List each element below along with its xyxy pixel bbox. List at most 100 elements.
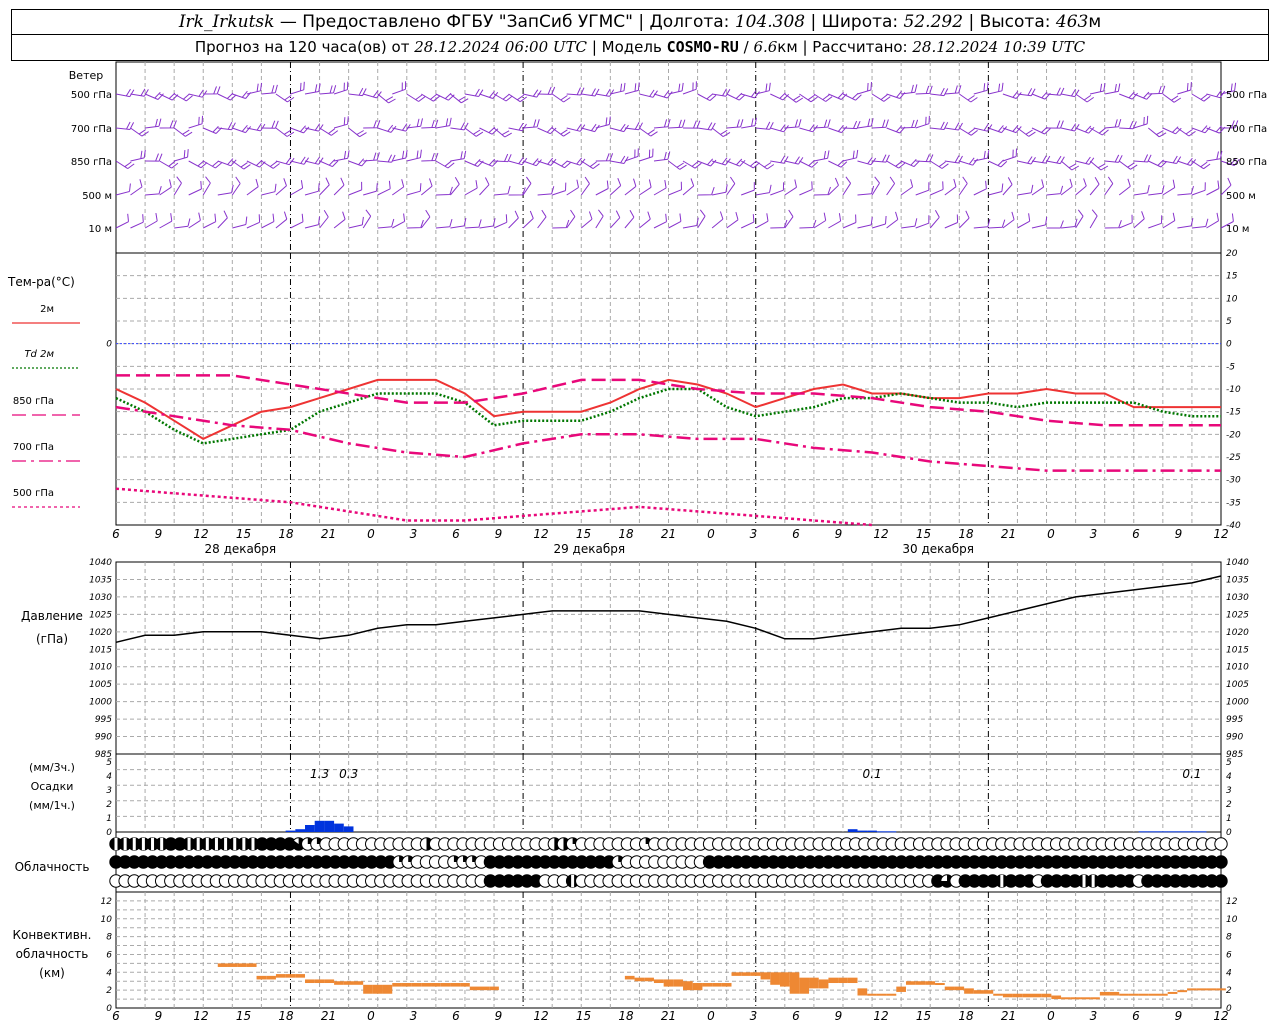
wind-barb	[1118, 160, 1138, 170]
convective-bar	[431, 983, 441, 987]
wind-barb	[551, 127, 571, 137]
wind-barb	[290, 125, 310, 134]
time-axis-bottom-tick-label: 21	[1001, 1009, 1016, 1023]
wind-barb	[493, 185, 511, 196]
wind-barb	[115, 88, 135, 98]
wind-barb	[668, 181, 682, 196]
alt-value: 463	[1055, 12, 1089, 32]
wind-barb	[886, 160, 906, 169]
time-axis-top-tick-label: 6	[1132, 527, 1140, 541]
wind-barb	[450, 93, 469, 104]
time-axis-bottom-tick-label: 18	[618, 1009, 634, 1023]
wind-barb	[828, 159, 848, 168]
precip-tick-label-right: 5	[1226, 758, 1232, 768]
wind-barb	[1046, 155, 1065, 165]
wind-barb	[130, 179, 143, 196]
convective-bar	[421, 983, 432, 987]
pressure-tick-label-left: 1015	[89, 645, 112, 655]
convective-bar	[460, 983, 470, 987]
wind-barb	[741, 182, 755, 196]
pressure-tick-label-left: 1010	[89, 663, 112, 673]
wind-barb	[1002, 148, 1017, 162]
wind-barb	[479, 177, 490, 196]
wind-barb	[784, 209, 794, 229]
wind-barb	[450, 122, 469, 131]
wind-barb	[1089, 127, 1109, 136]
wind-barb	[1118, 178, 1131, 196]
time-axis-top-tick-label: 9	[1175, 527, 1183, 541]
time-axis-bottom-tick-label: 21	[661, 1009, 676, 1023]
pressure-tick-label-left: 995	[95, 715, 112, 725]
pressure-tick-label-right: 1005	[1226, 680, 1249, 690]
time-axis-top-tick-label: 12	[873, 527, 888, 541]
wind-barb	[566, 87, 585, 96]
wind-barb	[857, 81, 872, 95]
time-axis-bottom-tick-label: 3	[1090, 1009, 1098, 1023]
wind-barb	[392, 213, 406, 229]
cloud-symbol-gap	[214, 837, 218, 851]
wind-barb	[915, 215, 930, 229]
wind-barb	[653, 180, 667, 196]
convective-bar	[1128, 993, 1139, 996]
convective-bar	[964, 988, 974, 994]
wind-barb	[1061, 218, 1078, 229]
precip-bar	[1138, 831, 1149, 833]
convective-bar	[1216, 988, 1226, 991]
time-axis-top-tick-label: 3	[1090, 527, 1098, 541]
precip-bar	[285, 830, 296, 832]
convective-bar	[343, 981, 354, 985]
wind-barb	[886, 211, 899, 229]
precip-unit-1h: (мм/1ч.)	[29, 799, 75, 812]
wind-barb	[174, 218, 191, 229]
time-axis-top-tick-label: 6	[792, 527, 800, 541]
convective-bar	[237, 963, 247, 967]
wind-barb	[726, 158, 746, 167]
wind-barb	[290, 81, 305, 95]
wind-barb	[653, 213, 667, 229]
wind-barb	[682, 120, 701, 129]
time-axis-top-tick-label: 6	[452, 527, 460, 541]
time-axis-top-tick-label: 18	[618, 527, 634, 541]
wind-barb	[988, 82, 1004, 95]
wind-barb	[144, 91, 164, 100]
pressure-tick-label-right: 1010	[1226, 663, 1249, 673]
wind-barb	[202, 213, 217, 229]
temp-legend-label: 2м	[40, 304, 54, 315]
convective-title-2: облачность	[16, 947, 89, 961]
wind-barb	[377, 180, 391, 196]
convective-bar	[1012, 993, 1023, 998]
convective-bar	[1148, 993, 1158, 996]
temp-tick-label: -30	[1226, 476, 1241, 486]
wind-barb	[988, 183, 1004, 196]
wind-barb	[1089, 160, 1109, 171]
wind-barb	[609, 178, 622, 196]
wind-barb	[697, 93, 717, 102]
pressure-tick-label-right: 1025	[1226, 610, 1249, 620]
model-res: 6.6	[753, 38, 778, 56]
pressure-tick-label-right: 1040	[1226, 558, 1249, 568]
cloud-symbol-fill	[940, 874, 954, 888]
wind-barb	[901, 84, 918, 95]
temp-tick-label: -10	[1226, 385, 1241, 395]
convective-tick-label-left: 4	[106, 968, 112, 978]
wind-barb	[537, 186, 555, 196]
wind-barb	[595, 209, 604, 229]
convective-bar	[663, 979, 674, 987]
wind-barb	[290, 180, 304, 196]
wind-barb	[1031, 179, 1045, 196]
convective-bar	[750, 972, 761, 976]
wind-barb	[144, 213, 158, 229]
wind-barb	[202, 160, 222, 169]
wind-barb	[624, 210, 635, 229]
wind-barb	[1206, 150, 1223, 162]
pressure-line	[115, 575, 1222, 644]
wind-barb	[464, 159, 484, 167]
cloud-symbol-gap	[251, 837, 255, 851]
temp-tick-label: -40	[1226, 521, 1241, 531]
wind-barb	[522, 158, 542, 167]
time-axis-bottom-tick-label: 9	[155, 1009, 163, 1023]
wind-barb	[857, 118, 874, 129]
wind-barb	[857, 185, 875, 196]
time-axis-top-tick-label: 12	[1213, 527, 1228, 541]
time-axis-top-tick-label: 15	[236, 527, 251, 541]
